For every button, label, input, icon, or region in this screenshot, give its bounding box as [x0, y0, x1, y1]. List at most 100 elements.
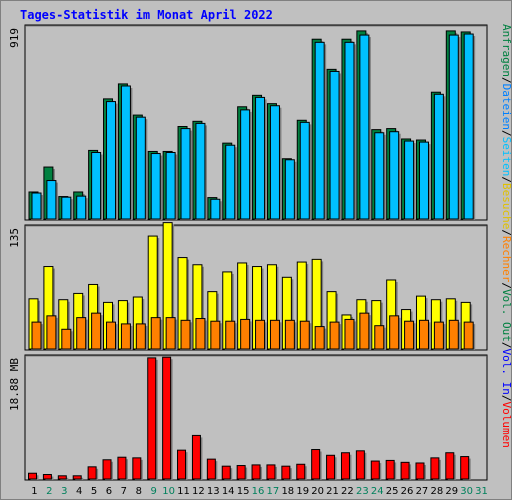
day-tick-1: 1 [31, 486, 37, 497]
bar-volumen-day-12 [191, 434, 201, 480]
bar-rechner-day-6 [106, 321, 117, 350]
bar-rechner-day-9 [150, 317, 161, 350]
day-tick-9: 9 [150, 486, 156, 497]
bar-rechner-day-8 [135, 323, 146, 350]
legend-part-7: / [500, 229, 512, 236]
bar-rechner-day-22 [344, 318, 355, 350]
bar-rechner-day-13 [210, 320, 221, 350]
bar-dateien-day-18 [284, 159, 295, 220]
bar-rechner-day-24 [374, 325, 385, 350]
legend-part-5: / [500, 176, 512, 183]
bar-dateien-day-10 [165, 151, 176, 220]
legend-part-3: / [500, 130, 512, 137]
day-tick-23: 23 [356, 486, 369, 497]
bar-volumen-day-25 [385, 459, 395, 480]
side-legend: Anfragen/Dateien/Seiten/Besuche/Rechner/… [500, 24, 512, 448]
bar-rechner-day-16 [255, 319, 266, 350]
day-tick-11: 11 [177, 486, 190, 497]
day-tick-13: 13 [207, 486, 220, 497]
day-tick-30: 30 [460, 486, 473, 497]
bar-rechner-day-15 [240, 318, 251, 350]
bar-dateien-day-19 [299, 121, 310, 220]
bar-rechner-day-30 [463, 321, 474, 350]
day-tick-6: 6 [106, 486, 112, 497]
legend-part-4: Seiten [500, 137, 512, 177]
bar-rechner-day-27 [418, 319, 429, 350]
bar-dateien-day-7 [120, 85, 131, 220]
bar-dateien-day-29 [448, 34, 459, 220]
bar-volumen-day-6 [102, 459, 112, 480]
legend-part-13: / [500, 395, 512, 402]
bar-rechner-day-4 [76, 317, 87, 350]
bar-dateien-day-28 [433, 93, 444, 220]
bar-rechner-day-11 [180, 319, 191, 350]
bar-volumen-day-8 [132, 457, 142, 480]
bar-volumen-day-23 [355, 450, 365, 480]
bar-volumen-day-9 [147, 357, 157, 480]
day-tick-21: 21 [326, 486, 339, 497]
bar-rechner-day-12 [195, 318, 206, 350]
bar-volumen-day-28 [430, 457, 440, 480]
bar-dateien-day-4 [76, 195, 87, 220]
bar-volumen-day-19 [296, 463, 306, 480]
bar-rechner-day-23 [359, 312, 370, 350]
day-tick-3: 3 [61, 486, 67, 497]
day-tick-26: 26 [401, 486, 414, 497]
day-tick-2: 2 [46, 486, 52, 497]
max-label-middle: 135 [8, 228, 21, 248]
day-tick-7: 7 [121, 486, 127, 497]
bar-dateien-day-9 [150, 153, 161, 220]
bar-dateien-day-12 [195, 122, 206, 220]
bar-rechner-day-28 [433, 321, 444, 350]
bar-dateien-day-3 [61, 196, 72, 220]
bar-volumen-day-15 [236, 465, 246, 480]
day-tick-20: 20 [311, 486, 324, 497]
bar-dateien-day-1 [31, 192, 42, 220]
bar-dateien-day-15 [240, 109, 251, 220]
bar-volumen-day-11 [177, 449, 187, 480]
bar-rechner-day-7 [120, 323, 131, 350]
chart-title: Tages-Statistik im Monat April 2022 [20, 8, 273, 22]
bar-dateien-day-11 [180, 128, 191, 220]
bar-rechner-day-26 [404, 320, 415, 350]
day-tick-29: 29 [445, 486, 458, 497]
bar-volumen-day-24 [370, 460, 380, 480]
bar-volumen-day-29 [445, 452, 455, 480]
bar-rechner-day-18 [284, 319, 295, 350]
bar-volumen-day-2 [42, 474, 52, 480]
bar-dateien-day-24 [374, 132, 385, 220]
bar-volumen-day-27 [415, 462, 425, 480]
bar-dateien-day-20 [314, 41, 325, 220]
day-tick-18: 18 [281, 486, 294, 497]
day-tick-27: 27 [416, 486, 429, 497]
legend-part-9: / [500, 282, 512, 289]
bar-rechner-day-5 [91, 312, 102, 350]
bar-rechner-day-1 [31, 321, 42, 350]
max-label-top: 919 [8, 28, 21, 48]
bar-dateien-day-14 [225, 144, 236, 220]
bar-volumen-day-30 [460, 456, 470, 480]
bar-rechner-day-21 [329, 321, 340, 350]
bar-dateien-day-6 [106, 101, 117, 220]
legend-part-14: Volumen [500, 402, 512, 448]
bar-volumen-day-22 [340, 452, 350, 480]
panel-frame-3 [24, 354, 488, 481]
bar-volumen-day-10 [162, 356, 172, 480]
bar-dateien-day-27 [418, 141, 429, 220]
day-tick-22: 22 [341, 486, 354, 497]
day-tick-19: 19 [296, 486, 309, 497]
bar-dateien-day-25 [389, 131, 400, 220]
day-tick-28: 28 [430, 486, 443, 497]
bar-rechner-day-3 [61, 328, 72, 350]
bar-rechner-day-19 [299, 320, 310, 350]
bar-volumen-day-4 [72, 475, 82, 480]
bar-rechner-day-25 [389, 315, 400, 350]
max-label-bottom: 18.88 MB [8, 358, 21, 411]
bar-dateien-day-22 [344, 41, 355, 220]
bar-rechner-day-2 [46, 315, 57, 350]
legend-part-2: Dateien [500, 84, 512, 130]
bar-volumen-day-3 [57, 475, 67, 480]
bar-dateien-day-26 [404, 140, 415, 220]
day-tick-31: 31 [475, 486, 488, 497]
bar-volumen-day-7 [117, 456, 127, 480]
